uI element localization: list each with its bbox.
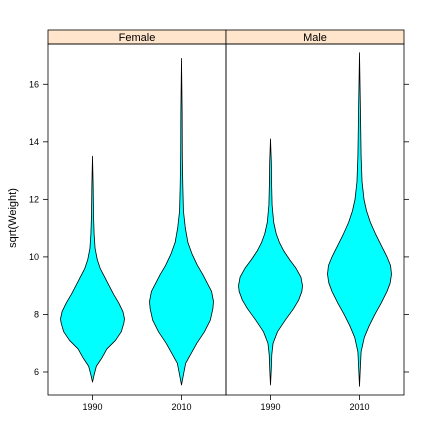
panels-layer: Female 1990 2010 Male 1990 2010 6 8 10 12 14 16 bbox=[29, 29, 409, 412]
panel-male: Male 1990 2010 bbox=[225, 29, 405, 412]
violin-female-1990 bbox=[60, 155, 125, 383]
y-tick-label: 16 bbox=[29, 79, 39, 89]
strip-label: Male bbox=[303, 32, 327, 44]
y-tick-label: 8 bbox=[34, 309, 39, 319]
panel-border bbox=[225, 43, 405, 396]
violin-female-2010 bbox=[149, 57, 214, 386]
y-tick-label: 12 bbox=[29, 194, 39, 204]
y-axis-label: sqrt(Weight) bbox=[7, 188, 19, 248]
violin-male-2010 bbox=[327, 52, 392, 387]
strip-label: Female bbox=[119, 32, 156, 44]
panel-female: Female 1990 2010 bbox=[47, 29, 227, 412]
x-tick-label: 1990 bbox=[82, 402, 102, 412]
violin-male-1990 bbox=[238, 138, 303, 386]
y-tick-label: 14 bbox=[29, 137, 39, 147]
y-tick-label: 6 bbox=[34, 367, 39, 377]
x-tick-label: 2010 bbox=[171, 402, 191, 412]
x-tick-label: 2010 bbox=[349, 402, 369, 412]
y-tick-label: 10 bbox=[29, 252, 39, 262]
x-tick-label: 1990 bbox=[260, 402, 280, 412]
